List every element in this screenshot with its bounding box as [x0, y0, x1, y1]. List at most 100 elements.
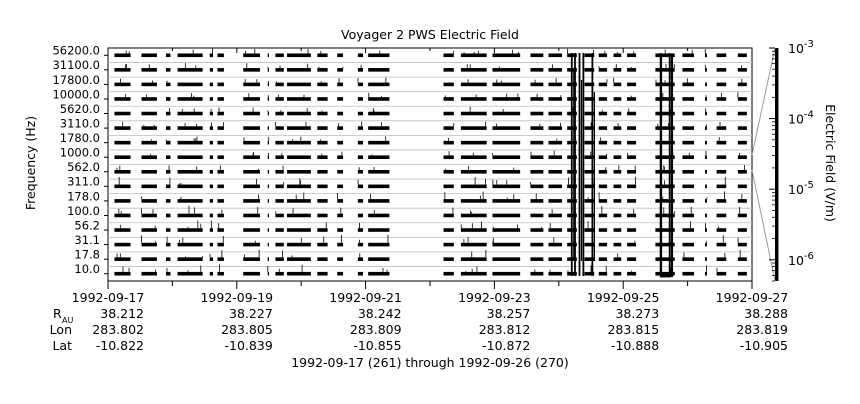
data-bar — [655, 111, 675, 116]
data-bar — [357, 228, 364, 232]
data-bar — [243, 140, 260, 145]
data-bar — [217, 271, 224, 276]
data-bar — [613, 155, 622, 160]
data-bar — [357, 184, 364, 189]
data-bar — [492, 242, 521, 247]
data-bar — [114, 199, 131, 203]
data-bar — [275, 155, 284, 160]
data-bar — [368, 271, 390, 276]
data-bar — [243, 199, 260, 203]
data-bar — [368, 82, 390, 87]
data-bar — [704, 169, 707, 174]
data-bar — [317, 199, 328, 203]
data-bar — [141, 126, 157, 130]
data-bar — [267, 155, 269, 160]
data-bar — [492, 169, 521, 174]
data-bar — [460, 199, 487, 203]
data-bar — [737, 126, 747, 130]
colorbar-tick-label: 10-6 — [788, 251, 814, 268]
data-bar — [443, 271, 454, 276]
data-bar — [357, 82, 364, 87]
data-bar — [460, 140, 487, 145]
data-bar — [737, 228, 747, 232]
data-bar — [317, 82, 328, 87]
data-bar — [704, 228, 707, 232]
data-bar — [317, 213, 328, 218]
data-bar — [598, 111, 608, 116]
data-bar — [460, 53, 487, 58]
data-bar — [337, 199, 344, 203]
data-bar — [275, 140, 284, 145]
y-tick-label: 10.0 — [74, 262, 100, 276]
data-bar — [275, 213, 284, 218]
burst-line — [578, 53, 581, 276]
chart-title: Voyager 2 PWS Electric Field — [341, 27, 519, 42]
colorbar-tick-label: 10-4 — [788, 110, 814, 127]
data-bar — [317, 169, 328, 174]
data-bar — [177, 68, 203, 72]
data-bar — [165, 126, 171, 130]
data-bar — [114, 242, 131, 247]
data-bar — [627, 97, 637, 101]
data-bar — [530, 68, 544, 72]
data-bar — [243, 169, 260, 174]
data-bar — [287, 97, 311, 101]
data-bar — [716, 213, 727, 218]
data-bar — [682, 184, 695, 189]
y-axis-label: Frequency (Hz) — [23, 116, 38, 210]
data-bar — [267, 228, 269, 232]
ephem-value: 283.809 — [350, 322, 402, 337]
data-bar — [209, 126, 213, 130]
data-bar — [548, 184, 563, 189]
data-bar — [114, 257, 131, 261]
y-tick-label: 178.0 — [67, 189, 100, 203]
data-bar — [209, 97, 213, 101]
data-bar — [217, 242, 224, 247]
data-bar — [177, 228, 203, 232]
data-bar — [114, 82, 131, 87]
data-bar — [584, 82, 595, 87]
data-bar — [530, 184, 544, 189]
data-bar — [584, 140, 595, 145]
data-bar — [627, 126, 637, 130]
data-bar — [598, 126, 608, 130]
data-bar — [613, 184, 622, 189]
data-bar — [141, 111, 157, 116]
data-bar — [141, 184, 157, 189]
data-bar — [613, 228, 622, 232]
data-bar — [598, 257, 608, 261]
data-bar — [548, 242, 563, 247]
data-bar — [492, 140, 521, 145]
data-bar — [114, 184, 131, 189]
data-bar — [704, 82, 707, 87]
data-bar — [613, 126, 622, 130]
data-bar — [737, 140, 747, 145]
data-bar — [243, 213, 260, 218]
data-bar — [243, 126, 260, 130]
data-bar — [357, 68, 364, 72]
data-bar — [598, 140, 608, 145]
data-bar — [530, 82, 544, 87]
data-bar — [627, 140, 637, 145]
data-bar — [209, 111, 213, 116]
data-bar — [737, 169, 747, 174]
data-bar — [530, 126, 544, 130]
data-bar — [267, 184, 269, 189]
data-bar — [209, 68, 213, 72]
y-tick-label: 3110.0 — [60, 116, 100, 130]
data-bar — [584, 126, 595, 130]
data-bar — [337, 184, 344, 189]
data-bar — [716, 242, 727, 247]
data-bar — [267, 242, 269, 247]
data-bar — [275, 242, 284, 247]
data-bar — [177, 213, 203, 218]
data-bar — [114, 228, 131, 232]
plot-area — [107, 47, 753, 282]
x-tick-label: 1992-09-27 — [716, 290, 789, 305]
data-bar — [165, 271, 171, 276]
data-bar — [598, 169, 608, 174]
data-bar — [275, 271, 284, 276]
data-bar — [627, 53, 637, 58]
data-bar — [337, 53, 344, 58]
data-bar — [704, 53, 707, 58]
